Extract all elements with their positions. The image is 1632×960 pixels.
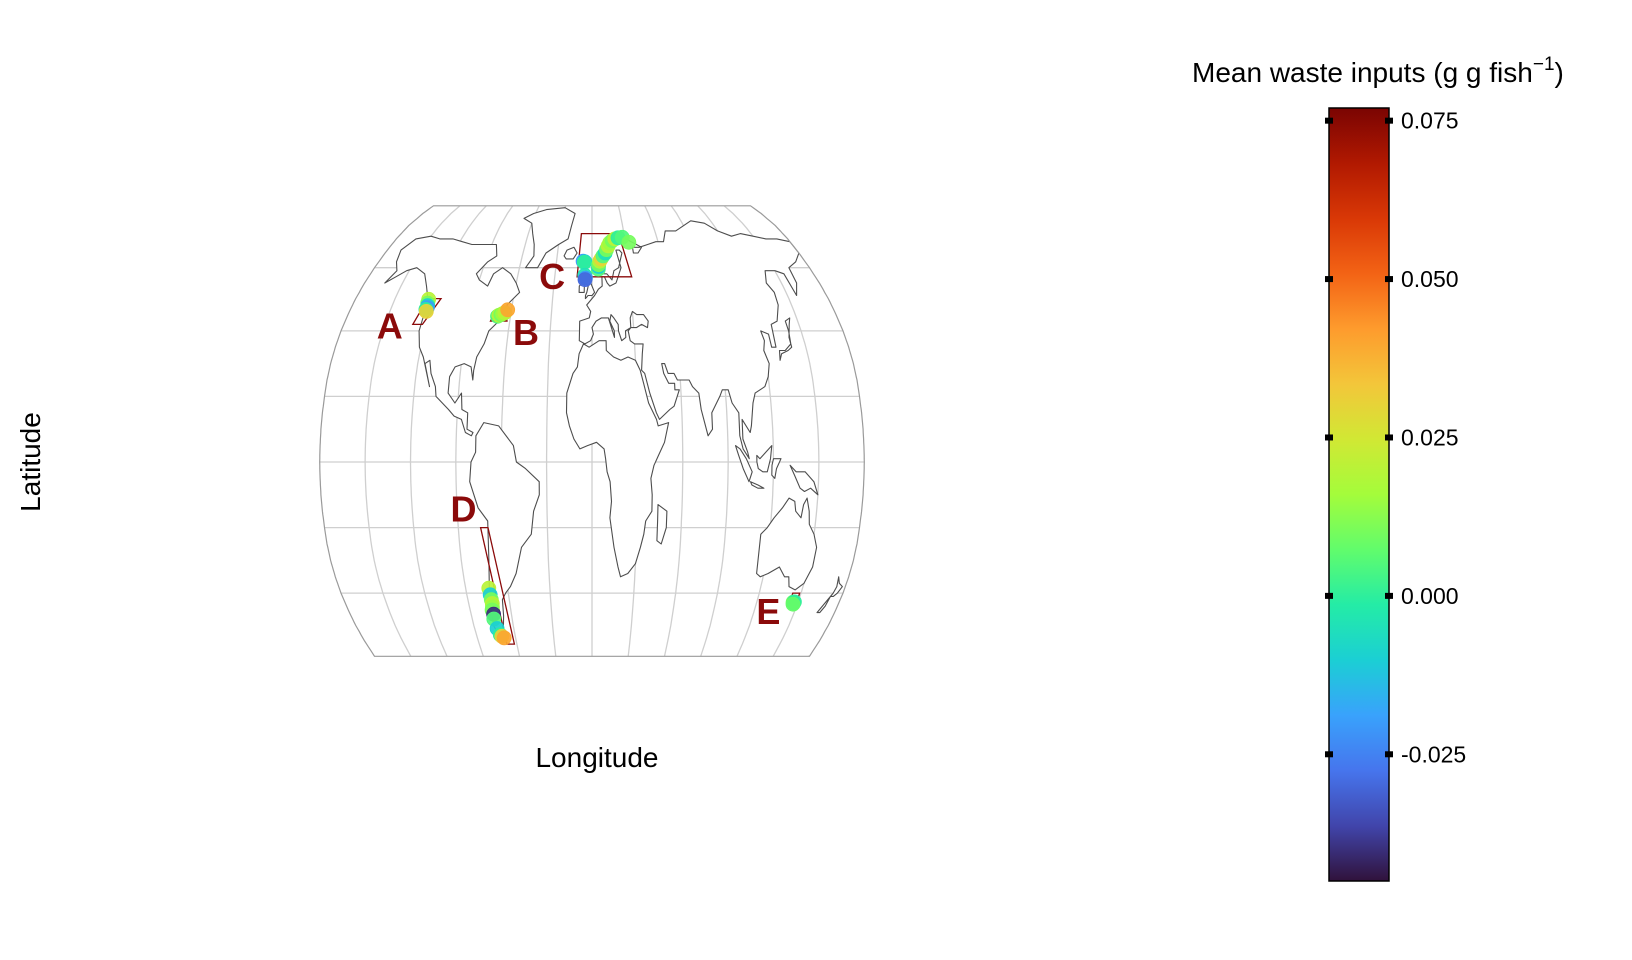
farm-point-c: [577, 272, 593, 288]
land-polygon: [771, 458, 782, 479]
colorbar: [1328, 107, 1390, 882]
land-polygon: [565, 340, 670, 578]
land-polygon: [816, 576, 843, 614]
farm-point-c: [576, 254, 592, 270]
land-polygon: [563, 246, 578, 260]
land-polygon: [523, 207, 576, 269]
colorbar-tick-label: -0.025: [1401, 741, 1466, 767]
colorbar-tick-right: [1385, 276, 1393, 283]
colorbar-tick-right: [1385, 592, 1393, 599]
colorbar-tick-left: [1325, 434, 1333, 441]
legend-title-superscript: −1: [1533, 54, 1555, 75]
farm-point-b: [500, 302, 516, 318]
colorbar-tick-label: 0.075: [1401, 108, 1459, 134]
projection-outline: [319, 205, 865, 657]
farm-point-e: [785, 596, 801, 612]
y-axis-label: Latitude: [15, 412, 46, 512]
land-polygon: [373, 655, 811, 657]
land-polygon: [734, 445, 753, 483]
land-polygon: [749, 481, 765, 489]
colorbar-tick-label: 0.025: [1401, 424, 1459, 450]
farm-point-a: [418, 303, 434, 319]
region-label-c: C: [539, 256, 565, 297]
region-label-a: A: [377, 305, 403, 346]
legend-title: Mean waste inputs (g g fish−1): [1192, 54, 1564, 88]
region-label-d: D: [451, 489, 477, 530]
region-labels: A BC D E: [377, 256, 781, 632]
land-polygon: [469, 422, 540, 639]
region-label-b: B: [513, 312, 539, 353]
colorbar-tick-label: 0.050: [1401, 266, 1459, 292]
map-panel: A BC D E: [319, 205, 865, 657]
land-masses: [373, 207, 843, 657]
region-label-e: E: [756, 591, 780, 632]
legend-title-close: ): [1555, 57, 1564, 88]
colorbar-tick-right: [1385, 751, 1393, 758]
region-box-a: [411, 297, 443, 326]
colorbar-ticks: 0.075 0.050 0.025 0.000 -0.025: [1325, 108, 1466, 767]
colorbar-legend: Mean waste inputs (g g fish−1) 0.075 0.05…: [1192, 54, 1564, 882]
land-polygon: [756, 497, 818, 591]
colorbar-tick-left: [1325, 117, 1333, 124]
colorbar-tick-left: [1325, 751, 1333, 758]
land-polygon: [656, 504, 668, 545]
farm-point-d: [496, 630, 512, 646]
colorbar-tick-right: [1385, 434, 1393, 441]
legend-title-main: Mean waste inputs (g g fish: [1192, 57, 1533, 88]
land-polygon: [778, 317, 793, 361]
farm-point-c: [621, 234, 637, 250]
land-polygon: [756, 445, 773, 473]
x-axis-label: Longitude: [535, 742, 658, 773]
colorbar-tick-left: [1325, 592, 1333, 599]
land-polygon: [384, 235, 521, 437]
colorbar-tick-left: [1325, 276, 1333, 283]
land-polygon: [789, 464, 819, 496]
colorbar-tick-right: [1385, 117, 1393, 124]
colorbar-tick-label: 0.000: [1401, 583, 1459, 609]
farm-points: [418, 229, 802, 646]
